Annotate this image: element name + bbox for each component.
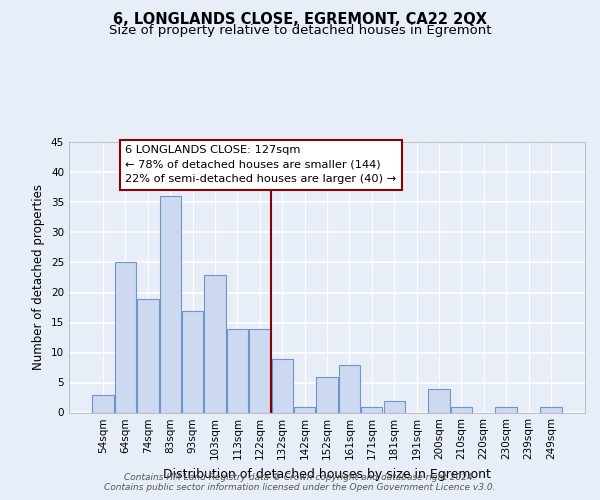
Bar — [316, 376, 338, 412]
Bar — [137, 298, 158, 412]
Bar — [294, 406, 315, 412]
Text: 6 LONGLANDS CLOSE: 127sqm
← 78% of detached houses are smaller (144)
22% of semi: 6 LONGLANDS CLOSE: 127sqm ← 78% of detac… — [125, 146, 397, 184]
Bar — [205, 274, 226, 412]
Bar — [361, 406, 382, 412]
Bar — [160, 196, 181, 412]
Text: Size of property relative to detached houses in Egremont: Size of property relative to detached ho… — [109, 24, 491, 37]
X-axis label: Distribution of detached houses by size in Egremont: Distribution of detached houses by size … — [163, 468, 491, 481]
Bar — [339, 364, 360, 412]
Bar — [272, 358, 293, 412]
Text: 6, LONGLANDS CLOSE, EGREMONT, CA22 2QX: 6, LONGLANDS CLOSE, EGREMONT, CA22 2QX — [113, 12, 487, 28]
Bar — [115, 262, 136, 412]
Bar — [428, 388, 449, 412]
Bar — [496, 406, 517, 412]
Bar — [540, 406, 562, 412]
Bar — [182, 310, 203, 412]
Text: Contains HM Land Registry data © Crown copyright and database right 2024.
Contai: Contains HM Land Registry data © Crown c… — [104, 473, 496, 492]
Bar — [249, 328, 271, 412]
Bar — [383, 400, 405, 412]
Bar — [227, 328, 248, 412]
Y-axis label: Number of detached properties: Number of detached properties — [32, 184, 46, 370]
Bar — [92, 394, 114, 412]
Bar — [451, 406, 472, 412]
